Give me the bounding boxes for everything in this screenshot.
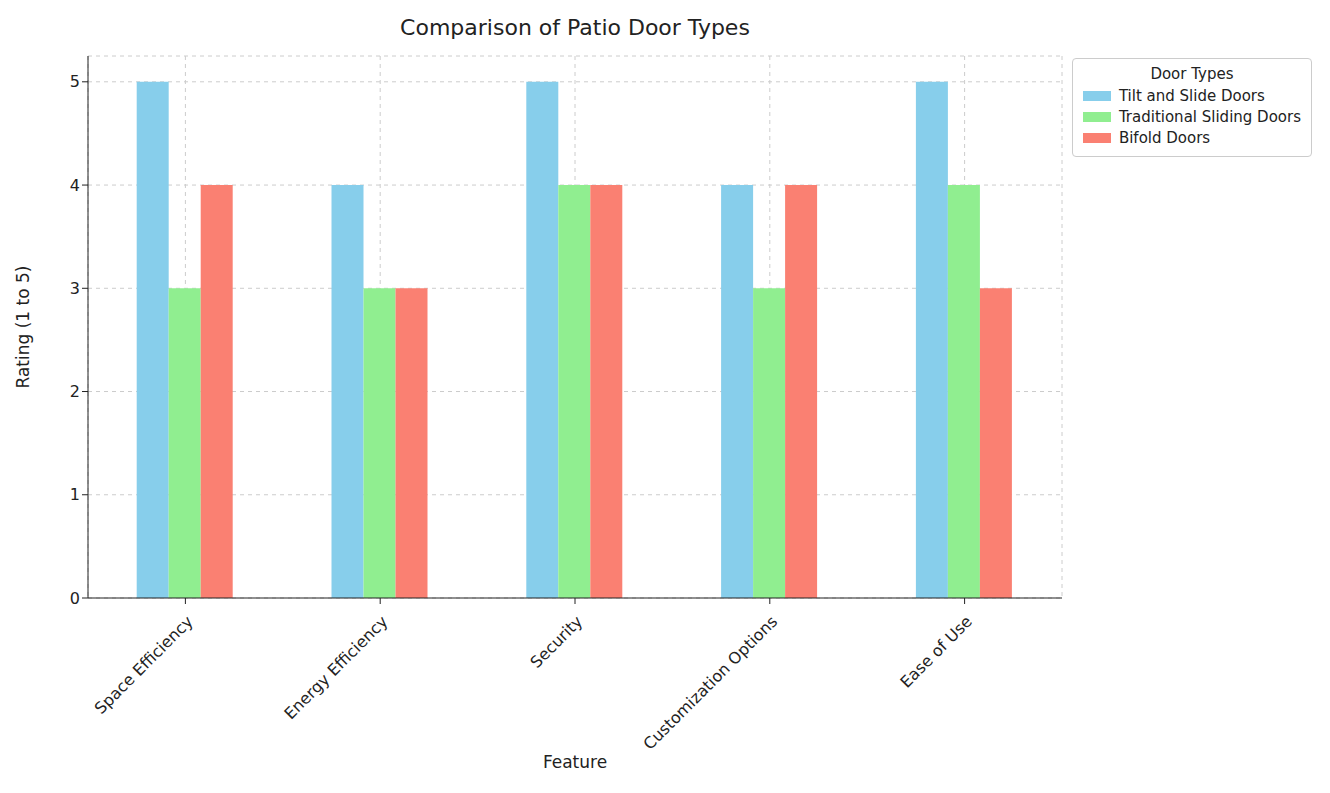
html-text:Traditional Sliding Doors: Traditional Sliding Doors — [1118, 108, 1301, 126]
svg-text:1: 1 — [70, 485, 80, 504]
svg-text:Rating (1 to 5): Rating (1 to 5) — [13, 266, 33, 389]
html-text:Comparison of Patio Door Types: Comparison of Patio Door Types — [400, 15, 750, 40]
svg-text:2: 2 — [70, 382, 80, 401]
svg-text:Security: Security — [526, 612, 586, 672]
html-text:Bifold Doors: Bifold Doors — [1118, 129, 1211, 147]
svg-text:5: 5 — [70, 72, 80, 91]
svg-text:Space Efficiency: Space Efficiency — [91, 612, 197, 718]
svg-text:0: 0 — [70, 589, 80, 608]
svg-text:Energy Efficiency: Energy Efficiency — [280, 612, 391, 723]
svg-text:Ease of Use: Ease of Use — [896, 612, 976, 692]
svg-text:4: 4 — [70, 176, 80, 195]
html-text:Door Types: Door Types — [1150, 65, 1234, 83]
svg-text:Feature: Feature — [543, 752, 607, 772]
svg-text:Customization Options: Customization Options — [639, 612, 781, 754]
svg-text:3: 3 — [70, 279, 80, 298]
html-text:Tilt and Slide Doors: Tilt and Slide Doors — [1118, 87, 1265, 105]
